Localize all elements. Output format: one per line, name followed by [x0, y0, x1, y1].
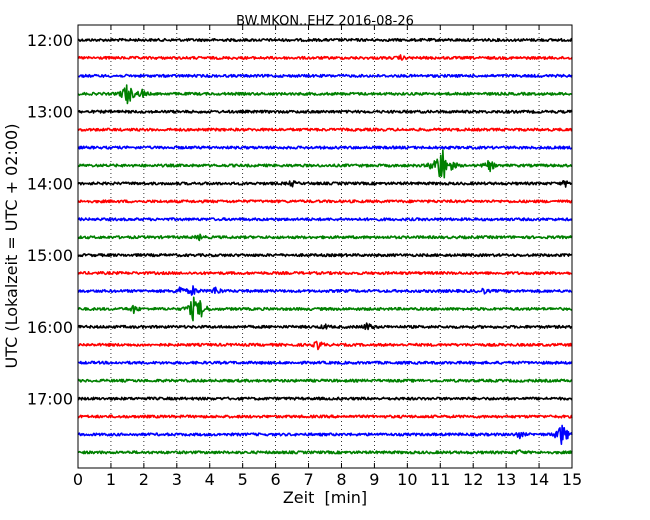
x-tick-label: 12 [463, 470, 483, 489]
y-axis-label: UTC (Lokalzeit = UTC + 02:00) [2, 124, 21, 369]
trace-1245 [77, 84, 573, 105]
trace-1300 [77, 109, 573, 114]
trace-1330 [77, 145, 573, 150]
y-tick-label: 16:00 [27, 318, 73, 337]
trace-1515 [77, 270, 573, 276]
x-tick-label: 14 [529, 470, 549, 489]
trace-1715 [77, 414, 573, 419]
trace-1400 [77, 180, 573, 188]
y-tick-label: 15:00 [27, 246, 73, 265]
trace-1630 [77, 360, 573, 365]
x-tick-label: 11 [430, 470, 450, 489]
chart-title: BW.MKON..EHZ 2016-08-26 [236, 14, 414, 29]
trace-1230 [77, 73, 573, 78]
trace-1730 [77, 424, 573, 446]
trace-1545 [77, 296, 573, 322]
trace-1445 [77, 233, 573, 242]
trace-1700 [77, 396, 573, 401]
grid-lines [110, 25, 540, 468]
trace-1645 [77, 378, 573, 383]
x-tick-label: 7 [303, 470, 313, 489]
trace-1200 [77, 37, 573, 43]
x-axis-label: Zeit [min] [283, 488, 367, 507]
x-tick-label: 2 [139, 470, 149, 489]
x-tick-label: 6 [271, 470, 281, 489]
trace-1430 [77, 217, 573, 222]
plot-frame [77, 24, 573, 469]
axes: 0 1 2 3 4 5 6 7 8 9 10 11 12 13 14 1512:0013:0014:0015:… [27, 25, 582, 489]
x-tick-label: 1 [106, 470, 116, 489]
y-tick-label: 17:00 [27, 390, 73, 409]
trace-1745 [77, 449, 573, 455]
trace-1500 [77, 253, 573, 258]
y-tick-label: 13:00 [27, 103, 73, 122]
x-tick-label: 13 [496, 470, 516, 489]
x-tick-label: 5 [238, 470, 248, 489]
trace-1415 [77, 199, 573, 204]
x-tick-label: 15 [562, 470, 582, 489]
x-tick-label: 3 [172, 470, 182, 489]
x-tick-label: 4 [205, 470, 215, 489]
x-tick-label: 9 [369, 470, 379, 489]
trace-1600 [77, 322, 573, 331]
x-tick-label: 10 [397, 470, 417, 489]
x-tick-label: 0 [73, 470, 83, 489]
x-tick-label: 8 [336, 470, 346, 489]
traces [77, 37, 573, 455]
trace-1215 [77, 54, 573, 61]
trace-1315 [77, 127, 573, 132]
trace-1345 [77, 149, 573, 179]
y-tick-label: 12:00 [27, 31, 73, 50]
y-tick-label: 14:00 [27, 174, 73, 193]
trace-1530 [77, 285, 573, 296]
trace-1615 [77, 340, 573, 351]
